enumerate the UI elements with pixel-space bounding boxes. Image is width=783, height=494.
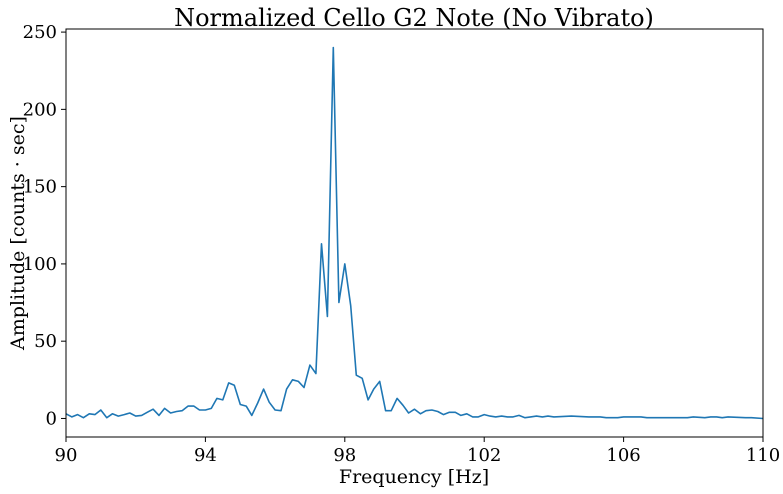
plot-area	[65, 46, 764, 420]
y-tick-label: 0	[46, 408, 57, 429]
x-axis-label: Frequency [Hz]	[339, 466, 489, 488]
y-tick-label: 150	[23, 177, 57, 198]
y-axis: 0 50 100 150 200 250	[23, 22, 66, 429]
y-tick-label: 200	[23, 99, 57, 120]
x-tick-label: 110	[746, 445, 780, 466]
y-tick-label: 50	[34, 331, 57, 352]
y-tick-label: 250	[23, 22, 57, 43]
y-tick-label: 100	[23, 254, 57, 275]
x-tick-label: 98	[333, 445, 356, 466]
plot-frame	[65, 28, 764, 438]
x-tick-label: 94	[194, 445, 217, 466]
x-tick-label: 90	[55, 445, 78, 466]
chart-title: Normalized Cello G2 Note (No Vibrato)	[174, 4, 654, 32]
y-axis-label: Amplitude [counts · sec]	[7, 116, 29, 351]
x-tick-label: 102	[467, 445, 501, 466]
x-tick-label: 106	[606, 445, 640, 466]
x-axis: 90 94 98 102 106 110	[55, 437, 780, 466]
series-line	[65, 46, 764, 420]
